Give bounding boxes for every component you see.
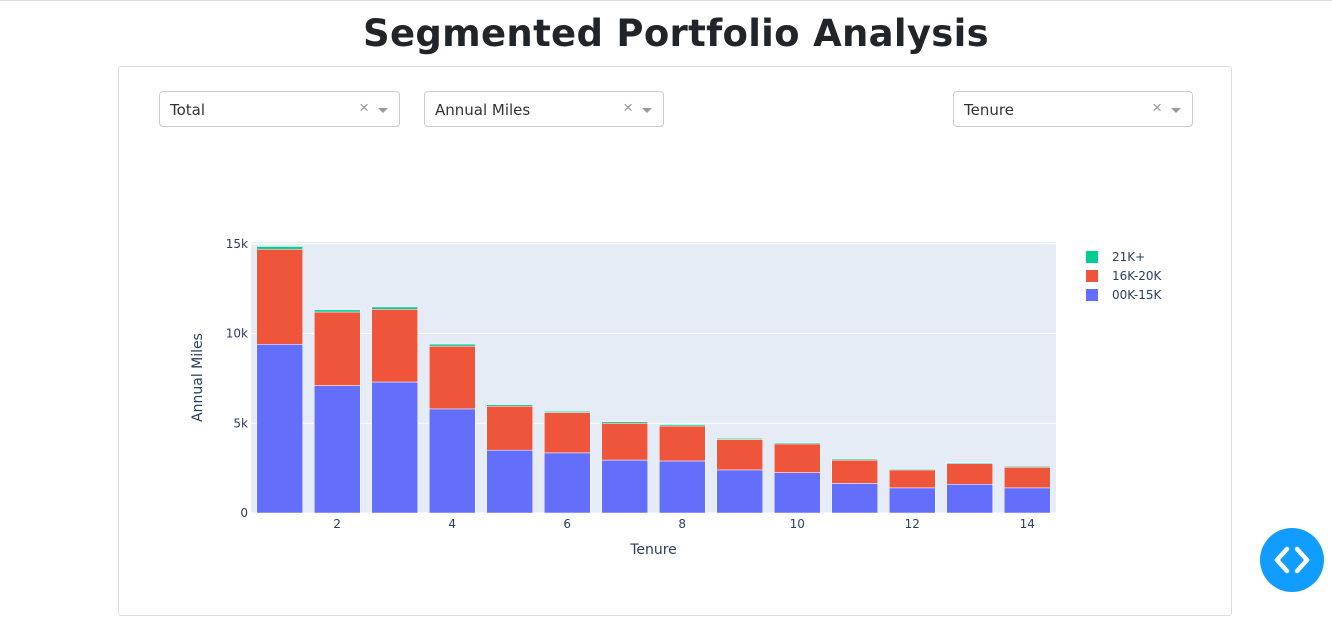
bar-segment: [716, 439, 763, 471]
metric-chevron-down-icon[interactable]: [378, 108, 388, 113]
legend-label: 21K+: [1112, 250, 1145, 264]
x-tick-label: 4: [448, 517, 456, 531]
bar-segment: [371, 381, 418, 514]
bar-segment: [716, 438, 763, 440]
legend-swatch: [1086, 251, 1098, 263]
segment-chevron-down-icon[interactable]: [1171, 108, 1181, 113]
segment-dropdown[interactable]: Tenure ×: [953, 91, 1193, 127]
variable-dropdown[interactable]: Annual Miles ×: [424, 91, 664, 127]
bar-segment: [946, 484, 993, 514]
bar-segment: [544, 410, 591, 413]
bar-segment: [1004, 466, 1051, 489]
legend-swatch: [1086, 289, 1098, 301]
code-toggle-button[interactable]: [1260, 528, 1324, 592]
top-divider: [0, 0, 1332, 1]
y-axis-title: Annual Miles: [190, 333, 206, 422]
y-tick-label: 5k: [233, 416, 248, 430]
bar-segment: [486, 404, 533, 407]
bar-segment: [429, 408, 476, 514]
y-tick-label: 0: [240, 506, 248, 520]
x-tick-label: 12: [905, 517, 920, 531]
segment-dropdown-value: Tenure: [964, 101, 1014, 119]
bar-segment: [831, 459, 878, 484]
bar-segment: [889, 469, 936, 489]
bar-segment: [256, 344, 303, 514]
bar-segment: [256, 246, 303, 250]
bar-segment: [659, 425, 706, 462]
bar-segment: [1004, 466, 1051, 468]
y-tick-label: 15k: [226, 237, 248, 251]
bar-segment: [659, 424, 706, 427]
bar-segment: [774, 443, 821, 473]
x-axis-title: Tenure: [629, 542, 677, 558]
metric-dropdown-value: Total: [170, 101, 206, 119]
legend-label: 16K-20K: [1112, 269, 1162, 283]
bar-segment: [429, 343, 476, 347]
bar-segment: [486, 405, 533, 451]
bar-segment: [314, 385, 361, 514]
bar-segment: [831, 458, 878, 461]
bar-segment: [314, 311, 361, 386]
x-tick-label: 2: [333, 517, 341, 531]
bar-segment: [544, 412, 591, 454]
bar-segment: [601, 459, 648, 514]
x-tick-label: 8: [678, 517, 686, 531]
bar-segment: [601, 421, 648, 424]
bar-segment: [659, 460, 706, 514]
bar-segment: [544, 452, 591, 514]
metric-clear-icon[interactable]: ×: [359, 98, 369, 117]
bar-segment: [314, 309, 361, 313]
legend-label: 00K-15K: [1112, 288, 1162, 302]
code-icon: [1274, 546, 1310, 574]
legend-swatch: [1086, 270, 1098, 282]
bar-segment: [716, 469, 763, 514]
x-tick-label: 14: [1020, 517, 1035, 531]
bar-segment: [774, 472, 821, 514]
bar-segment: [889, 487, 936, 514]
bar-segment: [601, 423, 648, 461]
bar-segment: [256, 248, 303, 345]
bar-segment: [429, 345, 476, 410]
bar-segment: [486, 449, 533, 514]
bar-segment: [889, 468, 936, 471]
page-title: Segmented Portfolio Analysis: [363, 12, 989, 55]
y-tick-label: 10k: [226, 327, 248, 341]
x-tick-label: 6: [563, 517, 571, 531]
variable-dropdown-value: Annual Miles: [435, 101, 531, 119]
bar-segment: [1004, 487, 1051, 514]
bar-segment: [371, 309, 418, 383]
bar-segment: [371, 306, 418, 310]
variable-clear-icon[interactable]: ×: [623, 98, 633, 117]
bar-segment: [774, 442, 821, 445]
segment-clear-icon[interactable]: ×: [1152, 98, 1162, 117]
x-tick-label: 10: [790, 517, 805, 531]
bar-segment: [946, 462, 993, 464]
bar-segment: [831, 483, 878, 514]
metric-dropdown[interactable]: Total ×: [159, 91, 400, 127]
bar-segment: [946, 463, 993, 485]
variable-chevron-down-icon[interactable]: [642, 108, 652, 113]
